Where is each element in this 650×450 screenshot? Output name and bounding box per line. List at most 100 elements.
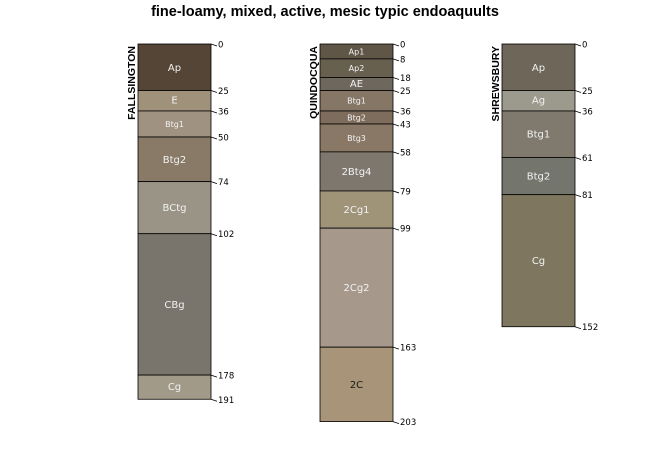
horizon-label: 2Cg2 bbox=[343, 283, 369, 294]
depth-label: 152 bbox=[582, 323, 598, 333]
horizon-ap2: Ap2 bbox=[319, 58, 394, 78]
horizon-box bbox=[137, 110, 212, 138]
depth-label: 203 bbox=[400, 418, 416, 428]
depth-tick bbox=[392, 77, 400, 80]
horizon-label: Btg2 bbox=[163, 155, 187, 166]
horizon-btg2: Btg2 bbox=[319, 110, 394, 125]
horizon-label: Ap1 bbox=[349, 47, 365, 56]
horizon-label: 2Cg1 bbox=[343, 205, 369, 216]
depth-label: 18 bbox=[400, 74, 411, 84]
depth-tick bbox=[392, 346, 400, 350]
depth-label: 79 bbox=[400, 187, 411, 197]
horizon-label: Ap2 bbox=[349, 64, 365, 73]
horizon-ae: AE bbox=[319, 77, 394, 91]
horizon-label: Cg bbox=[168, 382, 181, 393]
depth-label: 74 bbox=[218, 178, 229, 188]
profile-fallsington: FALLSINGTON Ap E Btg1 Btg2 BCtg CBg Cg 0 25 36 50 74… bbox=[126, 41, 234, 406]
horizon-box bbox=[501, 43, 576, 91]
depth-tick bbox=[574, 326, 582, 330]
horizon-box bbox=[501, 110, 576, 158]
horizon-2cg2: 2Cg2 bbox=[319, 227, 394, 348]
profile-quindocqua: QUINDOCQUA Ap1 Ap2 AE Btg1 Btg2 Btg3 2Btg4 2Cg1 2… bbox=[308, 41, 416, 429]
horizon-btg1: Btg1 bbox=[501, 110, 576, 158]
horizon-box bbox=[137, 136, 212, 183]
depth-label: 25 bbox=[582, 87, 593, 97]
depth-tick bbox=[392, 227, 400, 231]
depth-label: 36 bbox=[400, 107, 411, 117]
horizon-ap: Ap bbox=[137, 43, 212, 91]
horizon-label: 2Btg4 bbox=[342, 167, 372, 178]
depth-label: 163 bbox=[400, 344, 416, 354]
horizon-btg2: Btg2 bbox=[501, 157, 576, 196]
depth-tick bbox=[392, 43, 400, 47]
horizon-ag: Ag bbox=[501, 90, 576, 112]
horizon-cbg: CBg bbox=[137, 233, 212, 376]
horizon-label: AE bbox=[350, 79, 363, 90]
horizon-box bbox=[137, 374, 212, 400]
depth-tick bbox=[210, 136, 218, 140]
horizon-2btg4: 2Btg4 bbox=[319, 151, 394, 192]
depth-tick bbox=[574, 194, 582, 198]
depth-label: 61 bbox=[582, 154, 593, 164]
depth-label: 191 bbox=[218, 396, 234, 406]
depth-label: 0 bbox=[582, 41, 587, 51]
horizon-label: Btg3 bbox=[347, 134, 366, 143]
depth-tick bbox=[210, 398, 218, 402]
horizon-box bbox=[319, 123, 394, 153]
horizon-ap1: Ap1 bbox=[319, 43, 394, 60]
depth-tick bbox=[210, 90, 218, 93]
horizon-label: Btg2 bbox=[527, 172, 551, 183]
depth-tick bbox=[574, 157, 582, 160]
horizon-box bbox=[319, 346, 394, 422]
depth-tick bbox=[392, 151, 400, 155]
horizon-cg: Cg bbox=[137, 374, 212, 400]
horizon-label: Btg1 bbox=[347, 97, 366, 106]
horizon-btg1: Btg1 bbox=[319, 90, 394, 112]
horizon-label: E bbox=[171, 96, 177, 107]
horizon-label: Btg2 bbox=[347, 113, 366, 122]
depth-tick bbox=[392, 421, 400, 424]
profile-name: SHREWSBURY bbox=[490, 46, 502, 121]
horizon-ap: Ap bbox=[501, 43, 576, 91]
depth-label: 58 bbox=[400, 148, 411, 158]
horizon-2cg1: 2Cg1 bbox=[319, 190, 394, 229]
horizon-btg2: Btg2 bbox=[137, 136, 212, 183]
horizon-box bbox=[319, 227, 394, 348]
depth-label: 178 bbox=[218, 372, 234, 382]
horizon-box bbox=[319, 190, 394, 229]
depth-label: 36 bbox=[218, 107, 229, 117]
horizon-e: E bbox=[137, 90, 212, 112]
horizon-box bbox=[137, 43, 212, 91]
depth-label: 102 bbox=[218, 230, 234, 240]
profile-shrewsbury: SHREWSBURY Ap Ag Btg1 Btg2 Cg 0 25 36 61 81 152 bbox=[490, 41, 598, 334]
profiles-group: FALLSINGTON Ap E Btg1 Btg2 BCtg CBg Cg 0 25 36 50 74… bbox=[126, 41, 598, 429]
depth-tick bbox=[210, 181, 218, 185]
depth-tick bbox=[392, 90, 400, 93]
horizon-box bbox=[501, 194, 576, 328]
horizon-box bbox=[501, 157, 576, 196]
depth-label: 25 bbox=[400, 87, 411, 97]
horizon-label: Ag bbox=[532, 96, 545, 107]
depth-label: 0 bbox=[218, 41, 223, 51]
profile-name: FALLSINGTON bbox=[126, 46, 138, 120]
depth-tick bbox=[392, 190, 400, 194]
horizon-label: Btg1 bbox=[527, 130, 551, 141]
horizon-cg: Cg bbox=[501, 194, 576, 328]
horizon-label: CBg bbox=[164, 300, 184, 311]
horizon-label: Btg1 bbox=[165, 120, 184, 129]
depth-tick bbox=[574, 90, 582, 93]
horizon-label: Cg bbox=[532, 256, 545, 267]
depth-label: 36 bbox=[582, 107, 593, 117]
depth-label: 43 bbox=[400, 120, 411, 130]
horizon-label: Ap bbox=[532, 63, 545, 74]
diagram-title: fine-loamy, mixed, active, mesic typic e… bbox=[151, 4, 499, 20]
depth-tick bbox=[210, 110, 218, 114]
depth-label: 99 bbox=[400, 225, 411, 235]
depth-label: 25 bbox=[218, 87, 229, 97]
depth-tick bbox=[210, 374, 218, 378]
depth-label: 8 bbox=[400, 55, 405, 65]
depth-tick bbox=[392, 58, 400, 62]
horizon-box bbox=[319, 151, 394, 192]
